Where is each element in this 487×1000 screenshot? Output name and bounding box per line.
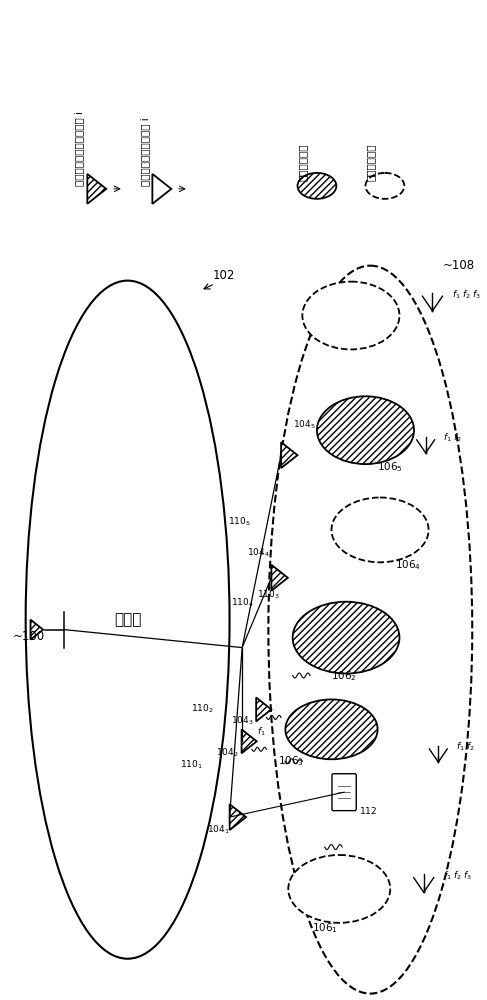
Ellipse shape bbox=[298, 173, 337, 199]
Ellipse shape bbox=[332, 498, 429, 562]
Text: $f_1$: $f_1$ bbox=[257, 725, 265, 738]
Polygon shape bbox=[256, 697, 271, 721]
Polygon shape bbox=[242, 729, 257, 753]
Text: ~108: ~108 bbox=[443, 259, 475, 272]
Text: ~100: ~100 bbox=[13, 630, 45, 643]
Text: $f_1$ $f_2$: $f_1$ $f_2$ bbox=[443, 431, 462, 444]
Ellipse shape bbox=[285, 699, 377, 759]
Text: $104_5$: $104_5$ bbox=[293, 418, 316, 431]
Text: 睡眠的小小区: 睡眠的小小区 bbox=[365, 143, 375, 181]
Polygon shape bbox=[87, 174, 106, 204]
Text: $f_1$ $f_2$ $f_3$: $f_1$ $f_2$ $f_3$ bbox=[452, 289, 481, 301]
Ellipse shape bbox=[288, 855, 390, 923]
Text: 被支持并在使用中的载波 i: 被支持并在使用中的载波 i bbox=[74, 111, 84, 186]
Text: $110_4$: $110_4$ bbox=[231, 597, 254, 609]
Text: 宏小区: 宏小区 bbox=[114, 612, 141, 627]
Text: $104_3$: $104_3$ bbox=[230, 714, 253, 727]
Polygon shape bbox=[230, 804, 246, 830]
Text: $110_3$: $110_3$ bbox=[257, 589, 280, 601]
Text: $110_5$: $110_5$ bbox=[227, 516, 250, 528]
Text: $106_5$: $106_5$ bbox=[377, 460, 403, 474]
Text: 活动的小小区: 活动的小小区 bbox=[298, 143, 307, 181]
Ellipse shape bbox=[302, 282, 399, 349]
Ellipse shape bbox=[365, 173, 404, 199]
Text: $106_4$: $106_4$ bbox=[394, 558, 421, 572]
Ellipse shape bbox=[317, 396, 414, 464]
Text: $106_2$: $106_2$ bbox=[332, 670, 357, 683]
Polygon shape bbox=[152, 174, 171, 204]
Text: $110_2$: $110_2$ bbox=[191, 702, 213, 715]
Text: $106_3$: $106_3$ bbox=[278, 754, 304, 768]
Polygon shape bbox=[281, 442, 298, 468]
Text: 被支持但未使用的载波 i: 被支持但未使用的载波 i bbox=[140, 117, 150, 186]
Ellipse shape bbox=[293, 602, 399, 674]
Text: $104_1$: $104_1$ bbox=[207, 823, 230, 836]
Polygon shape bbox=[31, 620, 43, 640]
Text: $106_1$: $106_1$ bbox=[312, 921, 338, 935]
FancyBboxPatch shape bbox=[332, 774, 356, 811]
Text: 102: 102 bbox=[213, 269, 235, 282]
Text: $f_1$ $f_2$ $f_3$: $f_1$ $f_2$ $f_3$ bbox=[443, 870, 472, 882]
Text: $f_1$ $f_2$: $f_1$ $f_2$ bbox=[456, 740, 475, 753]
Text: $110_1$: $110_1$ bbox=[180, 758, 203, 771]
Text: $104_4$: $104_4$ bbox=[247, 547, 270, 559]
Text: $112$: $112$ bbox=[358, 805, 377, 816]
Polygon shape bbox=[271, 565, 288, 591]
Text: $104_2$: $104_2$ bbox=[216, 746, 239, 759]
Ellipse shape bbox=[26, 281, 229, 959]
